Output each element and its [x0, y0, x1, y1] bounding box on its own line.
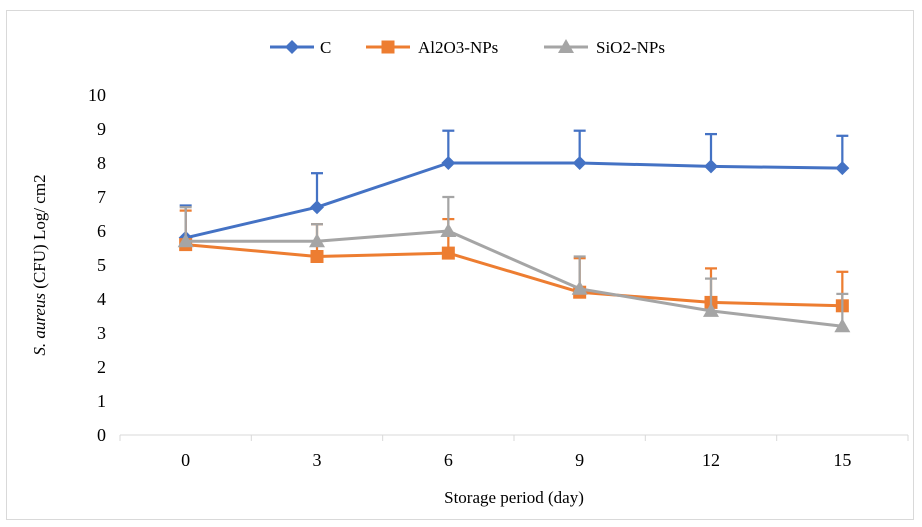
data-point: [177, 233, 194, 248]
data-point: [704, 159, 718, 174]
series-line: [185, 229, 843, 328]
y-tick-label: 1: [97, 391, 106, 411]
x-tick-label: 6: [444, 450, 453, 470]
legend-item: SiO2-NPs: [544, 38, 665, 57]
y-tick-label: 10: [88, 85, 106, 105]
data-point: [310, 200, 324, 215]
data-point: [703, 302, 719, 317]
legend-marker: [381, 40, 395, 54]
series-C: [178, 129, 850, 245]
legend: C Al2O3-NPs SiO2-NPs: [270, 38, 665, 57]
x-tick-label: 9: [575, 450, 584, 470]
y-axis-title-italic: S. aureus: [30, 293, 49, 356]
y-tick-label: 5: [97, 255, 106, 275]
legend-marker: [558, 39, 574, 53]
legend-label: Al2O3-NPs: [418, 38, 498, 57]
data-point: [834, 318, 851, 333]
x-axis-title: Storage period (day): [444, 488, 584, 507]
series-SiO2-NPs: [177, 195, 851, 333]
plot-area: [177, 129, 851, 333]
y-tick-label: 8: [97, 153, 106, 173]
y-tick-label: 2: [97, 357, 106, 377]
x-tick-label: 0: [181, 450, 190, 470]
data-point: [441, 246, 455, 260]
x-axis: 0 3 6 9 12 15: [119, 434, 909, 470]
x-tick-label: 3: [313, 450, 322, 470]
y-axis-title-rest: (CFU) Log/ cm2: [30, 174, 49, 293]
y-tick-label: 9: [97, 119, 106, 139]
series-line: [185, 243, 843, 308]
data-point: [440, 223, 457, 237]
y-axis-title: S. aureus (CFU) Log/ cm2: [30, 174, 49, 355]
data-point: [835, 161, 850, 176]
legend-label: C: [320, 38, 331, 57]
data-point: [310, 250, 324, 263]
y-tick-label: 0: [97, 425, 106, 445]
data-point: [571, 280, 588, 295]
data-point: [309, 233, 325, 248]
series-line: [185, 161, 843, 240]
y-tick-label: 4: [97, 289, 106, 309]
legend-item: Al2O3-NPs: [366, 38, 498, 57]
y-tick-label: 7: [97, 187, 106, 207]
x-tick-label: 15: [833, 450, 851, 470]
data-point: [572, 156, 587, 170]
legend-label: SiO2-NPs: [596, 38, 665, 57]
y-tick-label: 6: [97, 221, 106, 241]
data-point: [441, 156, 456, 170]
x-tick-label: 12: [702, 450, 720, 470]
y-axis: 0 1 2 3 4 5 6 7 8 9 10: [88, 85, 106, 445]
y-tick-label: 3: [97, 323, 106, 343]
legend-marker: [285, 40, 299, 54]
legend-item: C: [270, 38, 331, 57]
